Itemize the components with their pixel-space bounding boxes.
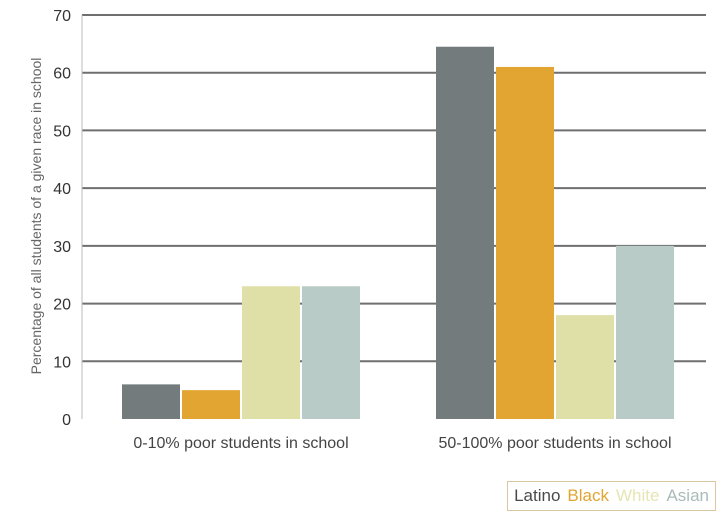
x-axis-categories: 0-10% poor students in school 50-100% poo… [133,435,671,452]
y-tick-label: 0 [62,412,71,429]
bar-latino [436,46,494,419]
legend-item-asian: Asian [666,486,709,505]
bar-asian [302,286,360,419]
bars [122,46,674,419]
bar-white [242,286,300,419]
y-tick-label: 10 [53,354,71,371]
gridlines [81,14,706,419]
y-tick-label: 40 [53,181,71,198]
legend-item-white: White [616,486,660,505]
x-category-label: 0-10% poor students in school [133,435,348,452]
y-tick-label: 50 [53,123,71,140]
bar-asian [616,245,674,419]
x-category-label: 50-100% poor students in school [438,435,671,452]
y-tick-label: 20 [53,297,71,314]
legend-item-latino: Latino [514,486,561,505]
bar-white [556,315,614,419]
y-tick-label: 30 [53,239,71,256]
legend-item-black: Black [567,486,609,505]
bar-latino [122,384,180,419]
y-axis-title: Percentage of all students of a given ra… [28,58,44,375]
legend: Latino Black White Asian [507,481,716,511]
y-tick-label: 70 [53,8,71,25]
bar-black [182,390,240,419]
bar-black [496,66,554,419]
y-tick-label: 60 [53,66,71,83]
y-axis-ticks: 0 10 20 30 40 50 60 70 [53,8,71,429]
